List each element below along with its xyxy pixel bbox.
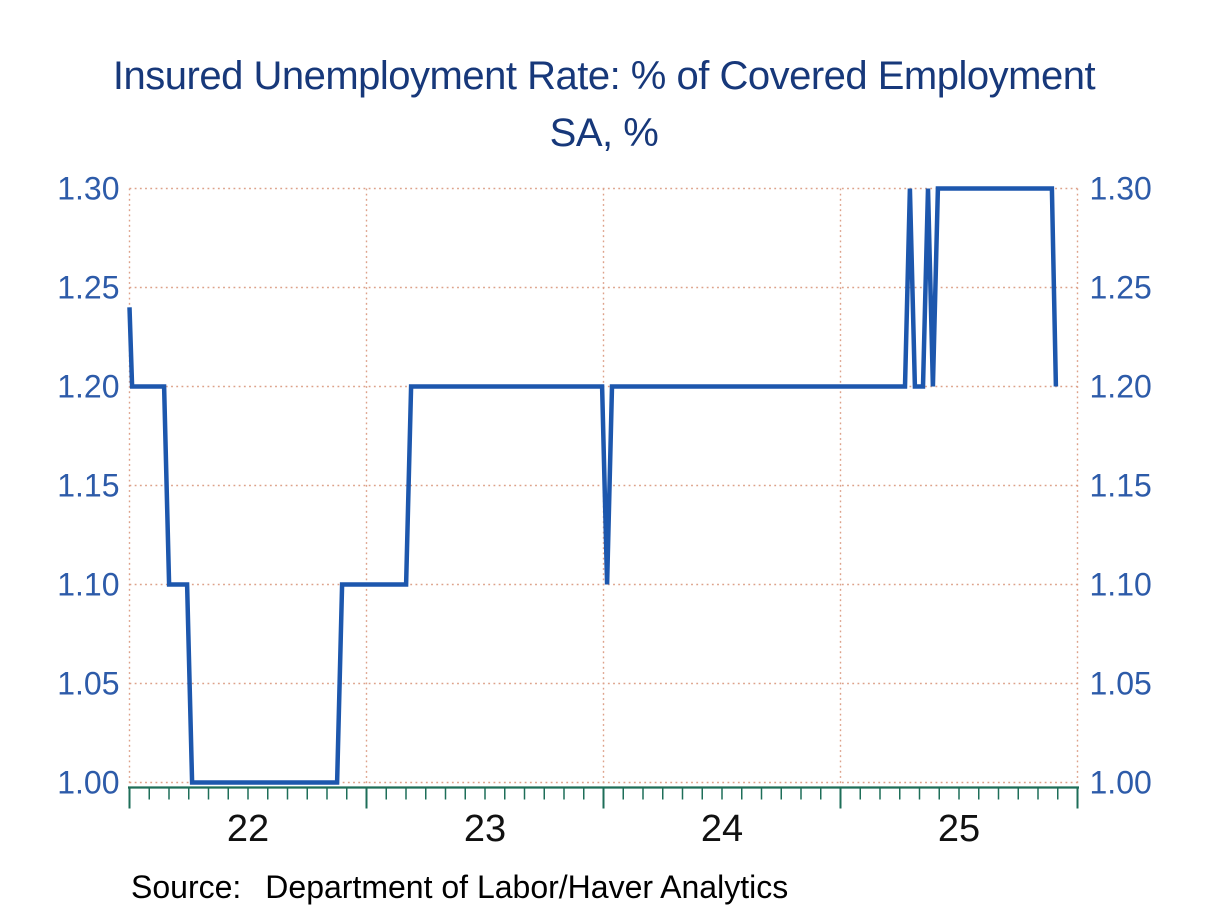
- y-axis-label-right: 1.20: [1090, 369, 1152, 405]
- y-axis-label-left: 1.00: [57, 765, 119, 801]
- y-axis-label-right: 1.25: [1090, 270, 1152, 306]
- source-text: Department of Labor/Haver Analytics: [265, 869, 789, 905]
- source-line: Source: Department of Labor/Haver Analyti…: [131, 869, 788, 906]
- source-label: Source:: [131, 869, 242, 905]
- x-axis-label: 24: [701, 808, 743, 850]
- chart-title-line2: SA, %: [549, 111, 659, 155]
- y-axis-label-left: 1.20: [57, 369, 119, 405]
- x-axis-label: 23: [464, 808, 506, 850]
- y-axis-label-left: 1.10: [57, 567, 119, 603]
- y-axis-label-left: 1.25: [57, 270, 119, 306]
- y-axis-label-left: 1.15: [57, 468, 119, 504]
- chart-title: Insured Unemployment Rate: % of Covered …: [0, 48, 1208, 162]
- y-axis-label-right: 1.00: [1090, 765, 1152, 801]
- y-axis-label-right: 1.30: [1090, 171, 1152, 207]
- y-axis-label-left: 1.30: [57, 171, 119, 207]
- chart-title-line1: Insured Unemployment Rate: % of Covered …: [112, 54, 1096, 98]
- series-line: [127, 186, 1059, 785]
- y-axis-label-left: 1.05: [57, 666, 119, 702]
- x-axis-label: 22: [227, 808, 269, 850]
- x-axis-label: 25: [938, 808, 980, 850]
- y-axis-label-right: 1.05: [1090, 666, 1152, 702]
- y-axis-label-right: 1.10: [1090, 567, 1152, 603]
- y-axis-label-right: 1.15: [1090, 468, 1152, 504]
